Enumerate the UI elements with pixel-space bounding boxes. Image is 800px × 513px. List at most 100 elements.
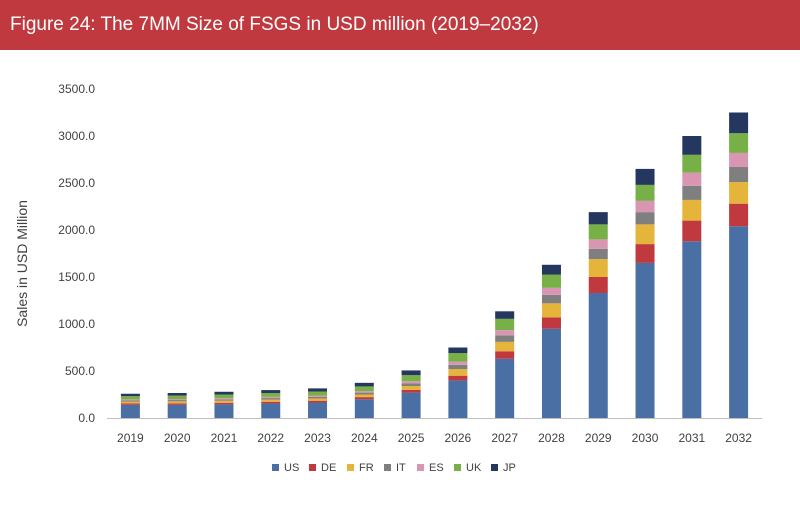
bar-segment-de xyxy=(308,400,328,403)
legend-swatch-de xyxy=(309,464,316,471)
x-tick-label: 2027 xyxy=(491,431,518,445)
bar-segment-uk xyxy=(261,392,281,397)
bar-segment-jp xyxy=(167,392,187,396)
bar-segment-fr xyxy=(495,341,515,352)
y-tick-label: 0.0 xyxy=(78,411,95,425)
bar-segment-fr xyxy=(448,369,468,376)
legend-swatch-it xyxy=(384,464,391,471)
bar-segment-es xyxy=(401,381,421,384)
y-tick-label: 3500.0 xyxy=(58,82,95,96)
bar-segment-it xyxy=(495,335,515,342)
bar-segment-jp xyxy=(261,390,281,393)
legend-label-fr: FR xyxy=(359,462,374,474)
legend-swatch-fr xyxy=(347,464,354,471)
legend-label-uk: UK xyxy=(466,462,482,474)
title-banner: Figure 24: The 7MM Size of FSGS in USD m… xyxy=(0,0,800,50)
bar-segment-de xyxy=(448,375,468,381)
bar-segment-us xyxy=(167,404,187,418)
legend-label-de: DE xyxy=(321,462,336,474)
bar-segment-it xyxy=(354,392,374,395)
bar-segment-uk xyxy=(682,154,702,173)
x-tick-label: 2024 xyxy=(351,431,378,445)
bar-segment-jp xyxy=(448,347,468,354)
y-tick-label: 3000.0 xyxy=(58,129,95,143)
bar-segment-us xyxy=(120,404,140,418)
x-tick-label: 2029 xyxy=(585,431,612,445)
bar-segment-uk xyxy=(214,394,234,399)
bar-segment-es xyxy=(448,361,468,365)
bar-segment-de xyxy=(635,244,655,263)
bar-segment-us xyxy=(448,380,468,418)
bar-segment-it xyxy=(635,212,655,225)
bar-segment-jp xyxy=(401,370,421,376)
bar-segment-de xyxy=(354,397,374,400)
x-tick-label: 2019 xyxy=(117,431,144,445)
bar-segment-uk xyxy=(401,375,421,382)
bar-segment-it xyxy=(541,294,561,304)
bar-segment-jp xyxy=(214,391,234,395)
bar-segment-uk xyxy=(120,396,140,400)
bar-segment-es xyxy=(308,395,328,397)
x-tick-label: 2026 xyxy=(445,431,472,445)
legend-swatch-uk xyxy=(454,464,461,471)
legend-swatch-es xyxy=(417,464,424,471)
bar-segment-us xyxy=(588,292,608,418)
bar-segment-es xyxy=(354,391,374,393)
bar-segment-uk xyxy=(588,224,608,240)
bar-segment-de xyxy=(541,317,561,329)
bar-segment-uk xyxy=(448,353,468,362)
bar-segment-fr xyxy=(588,259,608,277)
bar-segment-fr xyxy=(635,224,655,245)
bar-segment-es xyxy=(541,287,561,295)
bar-segment-es xyxy=(729,152,749,168)
bar-segment-jp xyxy=(588,212,608,225)
bar-segment-fr xyxy=(682,199,702,221)
bar-segment-us xyxy=(214,404,234,418)
y-tick-label: 1000.0 xyxy=(58,317,95,331)
bar-segment-us xyxy=(261,403,281,418)
bar-segment-it xyxy=(261,398,281,400)
legend-label-es: ES xyxy=(429,462,444,474)
bar-segment-de xyxy=(729,203,749,227)
bar-segment-uk xyxy=(354,386,374,392)
bar-segment-jp xyxy=(308,388,328,392)
x-tick-label: 2025 xyxy=(398,431,425,445)
bar-segment-uk xyxy=(541,274,561,288)
bar-segment-us xyxy=(308,402,328,418)
x-tick-label: 2022 xyxy=(257,431,284,445)
legend-label-it: IT xyxy=(396,462,406,474)
bar-segment-fr xyxy=(308,398,328,401)
bar-segment-it xyxy=(588,248,608,260)
bar-segment-es xyxy=(495,330,515,336)
bar-segment-jp xyxy=(495,311,515,319)
bar-segment-es xyxy=(214,398,234,400)
bar-segment-uk xyxy=(495,318,515,331)
bar-segment-de xyxy=(120,403,140,405)
bar-segment-it xyxy=(167,400,187,402)
x-tick-label: 2020 xyxy=(164,431,191,445)
bar-segment-de xyxy=(214,402,234,405)
legend-label-us: US xyxy=(284,462,299,474)
bar-segment-es xyxy=(682,172,702,186)
bar-segment-es xyxy=(588,239,608,249)
bar-segment-uk xyxy=(729,133,749,153)
bar-segment-fr xyxy=(214,400,234,403)
x-tick-label: 2030 xyxy=(632,431,659,445)
bar-segment-jp xyxy=(635,168,655,185)
y-tick-label: 2000.0 xyxy=(58,223,95,237)
bar-segment-us xyxy=(635,262,655,418)
bar-segment-es xyxy=(167,399,187,401)
bar-segment-es xyxy=(635,200,655,213)
y-tick-label: 500.0 xyxy=(65,364,95,378)
x-tick-label: 2031 xyxy=(678,431,705,445)
bar-segment-de xyxy=(261,401,281,404)
legend-label-jp: JP xyxy=(503,462,516,474)
bar-segment-fr xyxy=(120,401,140,404)
stacked-bar-chart: 0.0 500.0 1000.0 1500.0 2000.0 2500.0 3000.0 35… xyxy=(14,82,762,474)
bar-segment-jp xyxy=(729,112,749,134)
bar-segment-jp xyxy=(120,393,140,397)
bar-segment-it xyxy=(214,399,234,401)
bar-segment-fr xyxy=(167,401,187,404)
bar-segment-fr xyxy=(261,399,281,402)
bar-segment-us xyxy=(354,399,374,418)
